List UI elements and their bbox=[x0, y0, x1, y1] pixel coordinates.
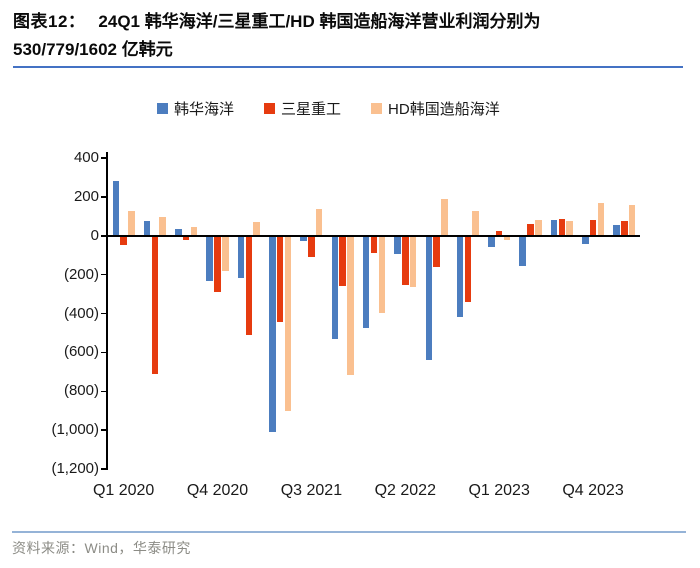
figure-number-label: 图表12： bbox=[13, 12, 86, 31]
legend-label: HD韩国造船海洋 bbox=[388, 101, 500, 118]
bar-三星重工-Q1 2020 bbox=[120, 235, 127, 246]
bar-HD韩国造船海洋-Q1 2021 bbox=[253, 222, 260, 236]
bar-三星重工-Q1 2023 bbox=[495, 230, 503, 236]
bar-HD韩国造船海洋-Q4 2020 bbox=[222, 235, 229, 271]
y-tick-mark bbox=[101, 196, 107, 198]
legend-label: 三星重工 bbox=[281, 101, 342, 118]
bar-韩华海洋-Q2 2020 bbox=[143, 221, 151, 236]
source-note: 资料来源：Wind，华泰研究 bbox=[12, 540, 191, 556]
x-tick-label: Q4 2023 bbox=[562, 482, 624, 499]
bar-韩华海洋-Q1 2024 bbox=[613, 225, 620, 236]
bar-韩华海洋-Q2 2021 bbox=[269, 235, 276, 433]
legend-item-1: 三星重工 bbox=[264, 98, 341, 119]
y-tick-label: (1,000) bbox=[51, 421, 99, 439]
title-divider-line bbox=[13, 66, 683, 68]
bar-三星重工-Q2 2020 bbox=[151, 235, 159, 374]
y-tick-label: 200 bbox=[73, 187, 99, 205]
y-tick-label: (400) bbox=[63, 304, 99, 322]
bar-三星重工-Q1 2021 bbox=[245, 235, 253, 335]
bar-韩华海洋-Q3 2022 bbox=[425, 235, 433, 361]
bar-HD韩国造船海洋-Q1 2024 bbox=[628, 204, 636, 236]
x-tick-label: Q1 2023 bbox=[468, 482, 530, 499]
bar-HD韩国造船海洋-Q3 2021 bbox=[315, 208, 323, 236]
y-tick-label: (1,200) bbox=[51, 460, 99, 477]
bar-三星重工-Q3 2022 bbox=[433, 235, 440, 267]
y-tick-label: (600) bbox=[63, 343, 99, 361]
bar-韩华海洋-Q2 2022 bbox=[394, 235, 401, 255]
bar-韩华海洋-Q2 2023 bbox=[519, 235, 526, 266]
legend-swatch-icon bbox=[157, 103, 168, 114]
bar-三星重工-Q2 2022 bbox=[402, 235, 409, 286]
bar-HD韩国造船海洋-Q3 2023 bbox=[566, 221, 573, 236]
legend-swatch-icon bbox=[264, 103, 276, 114]
bar-韩华海洋-Q4 2021 bbox=[331, 235, 339, 339]
legend-item-0: 韩华海洋 bbox=[157, 98, 234, 119]
y-tick-mark bbox=[101, 468, 107, 470]
bar-韩华海洋-Q4 2020 bbox=[206, 235, 213, 282]
bar-韩华海洋-Q3 2020 bbox=[175, 228, 182, 236]
bar-HD韩国造船海洋-Q1 2023 bbox=[503, 235, 511, 240]
legend-item-2: HD韩国造船海洋 bbox=[371, 98, 500, 119]
legend-label: 韩华海洋 bbox=[174, 101, 235, 118]
bar-三星重工-Q4 2021 bbox=[339, 235, 346, 287]
bar-三星重工-Q3 2021 bbox=[308, 235, 315, 258]
bar-三星重工-Q4 2023 bbox=[589, 220, 597, 236]
y-tick-label: (800) bbox=[63, 382, 99, 400]
bar-三星重工-Q3 2020 bbox=[182, 235, 190, 240]
bar-HD韩国造船海洋-Q3 2022 bbox=[441, 198, 448, 236]
bar-韩华海洋-Q1 2021 bbox=[237, 235, 245, 278]
y-tick-mark bbox=[101, 390, 107, 392]
bar-三星重工-Q3 2023 bbox=[558, 219, 565, 236]
bar-韩华海洋-Q1 2022 bbox=[362, 235, 370, 329]
y-tick-mark bbox=[101, 429, 107, 431]
bar-韩华海洋-Q4 2023 bbox=[582, 235, 589, 245]
y-tick-mark bbox=[101, 157, 107, 159]
y-tick-mark bbox=[101, 351, 107, 354]
bar-HD韩国造船海洋-Q1 2020 bbox=[128, 211, 135, 236]
bar-HD韩国造船海洋-Q4 2021 bbox=[347, 235, 354, 375]
bar-三星重工-Q2 2023 bbox=[527, 224, 534, 236]
legend-swatch-icon bbox=[371, 103, 383, 114]
figure-title: 图表12： 24Q1 韩华海洋/三星重工/HD 韩国造船海洋营业利润分别为 530… bbox=[13, 8, 687, 64]
y-tick-label: 0 bbox=[90, 226, 99, 244]
bar-HD韩国造船海洋-Q2 2020 bbox=[159, 217, 166, 236]
bar-HD韩国造船海洋-Q1 2022 bbox=[378, 235, 386, 313]
x-tick-label: Q4 2020 bbox=[186, 482, 249, 499]
y-tick-mark bbox=[101, 235, 107, 237]
figure-title-line1: 24Q1 韩华海洋/三星重工/HD 韩国造船海洋营业利润分别为 bbox=[98, 12, 541, 31]
x-tick-label: Q2 2022 bbox=[374, 482, 436, 499]
bar-HD韩国造船海洋-Q3 2020 bbox=[190, 227, 198, 236]
bar-HD韩国造船海洋-Q4 2023 bbox=[597, 202, 605, 236]
figure-title-line2: 530/779/1602 亿韩元 bbox=[13, 40, 173, 59]
bar-三星重工-Q2 2021 bbox=[276, 235, 284, 323]
bar-韩华海洋-Q3 2021 bbox=[300, 235, 307, 241]
x-axis-zero-line bbox=[106, 234, 640, 237]
bar-HD韩国造船海洋-Q2 2021 bbox=[284, 235, 292, 411]
bar-韩华海洋-Q4 2022 bbox=[456, 235, 464, 318]
y-tick-label: 400 bbox=[73, 149, 99, 166]
y-tick-mark bbox=[101, 312, 107, 315]
x-tick-label: Q1 2020 bbox=[92, 482, 155, 499]
bar-HD韩国造船海洋-Q2 2022 bbox=[409, 235, 417, 288]
footer-divider-line bbox=[12, 531, 686, 533]
bar-三星重工-Q1 2024 bbox=[621, 220, 628, 236]
bar-三星重工-Q4 2020 bbox=[214, 235, 221, 293]
bar-韩华海洋-Q3 2023 bbox=[550, 220, 558, 236]
bar-三星重工-Q1 2022 bbox=[370, 235, 378, 254]
y-tick-label: (200) bbox=[63, 265, 99, 283]
bar-韩华海洋-Q1 2020 bbox=[112, 181, 120, 236]
chart-legend: 韩华海洋 三星重工 HD韩国造船海洋 bbox=[157, 98, 500, 119]
y-axis-line bbox=[106, 152, 108, 470]
bar-三星重工-Q4 2022 bbox=[464, 235, 472, 302]
x-tick-label: Q3 2021 bbox=[280, 482, 343, 499]
y-tick-mark bbox=[101, 273, 107, 276]
bar-HD韩国造船海洋-Q2 2023 bbox=[535, 220, 542, 236]
bar-HD韩国造船海洋-Q4 2022 bbox=[472, 211, 479, 236]
bar-韩华海洋-Q1 2023 bbox=[488, 235, 495, 248]
